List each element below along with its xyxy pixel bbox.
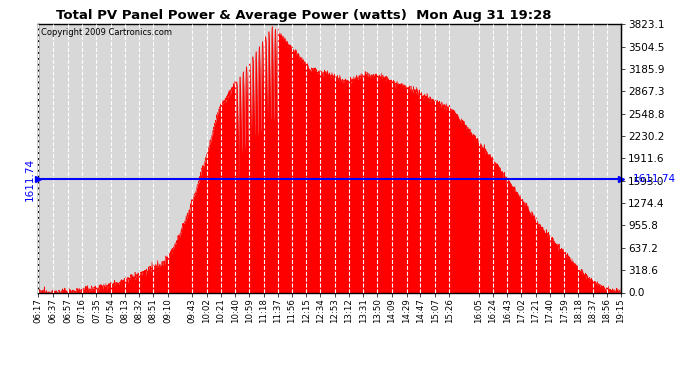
Text: 1611.74: 1611.74 [633, 174, 676, 184]
Text: Copyright 2009 Cartronics.com: Copyright 2009 Cartronics.com [41, 28, 172, 38]
Text: 1611.74: 1611.74 [25, 158, 35, 201]
Text: Total PV Panel Power & Average Power (watts)  Mon Aug 31 19:28: Total PV Panel Power & Average Power (wa… [56, 9, 551, 22]
